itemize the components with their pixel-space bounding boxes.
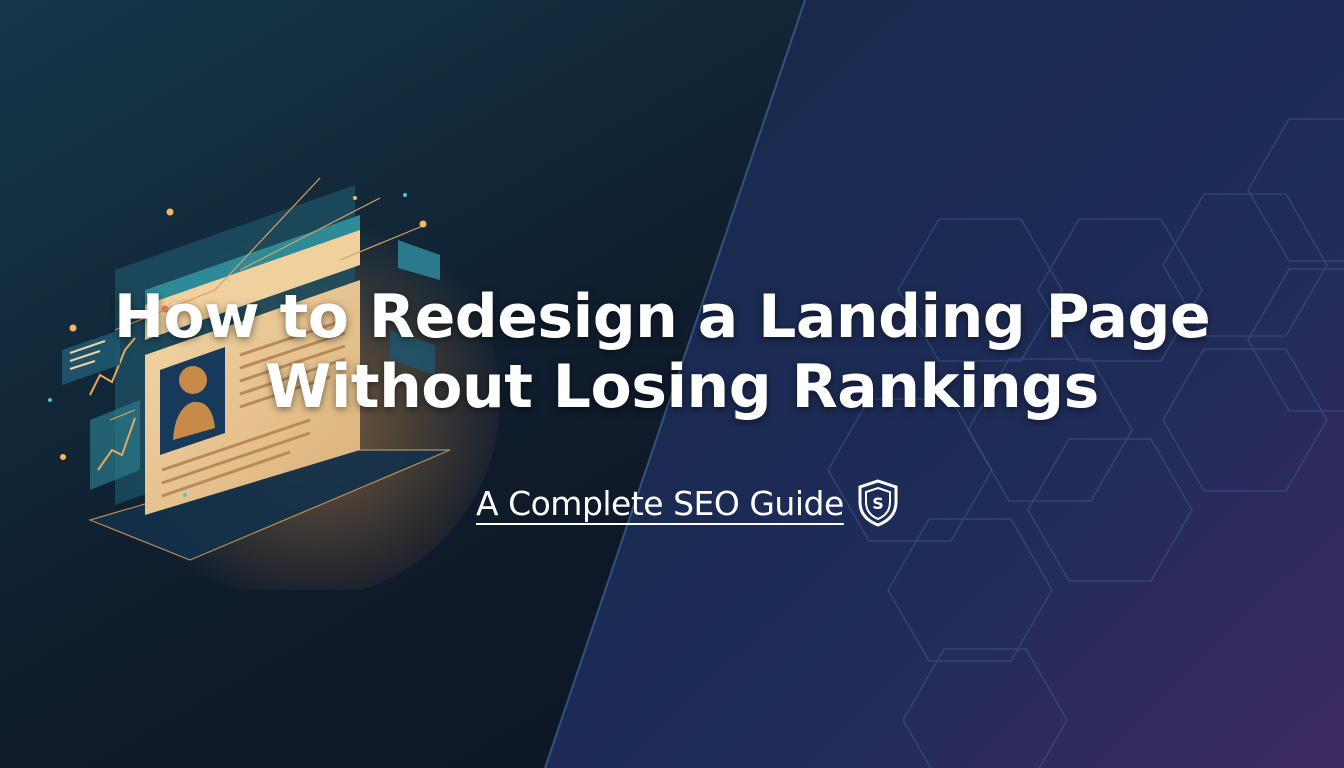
trend-arrow [89, 337, 136, 396]
hexagon-outline [967, 358, 1133, 502]
hexagon-outline [827, 398, 993, 542]
landing-page-illustration [48, 177, 500, 590]
subtitle: A Complete SEO Guide S [476, 478, 900, 528]
hexagon-outline [902, 648, 1068, 768]
title-line-1: How to Redesign a Landing Page [113, 282, 1211, 352]
hexagon-outline [897, 218, 1063, 362]
hexagon-outline [1162, 193, 1328, 337]
chart-panel [90, 400, 140, 490]
shield-dollar-icon: S [858, 479, 898, 527]
title-line-2: Without Losing Rankings [265, 352, 1099, 422]
hexagon-outline [1247, 268, 1344, 412]
browser-bar [145, 230, 360, 340]
chat-bubble [398, 240, 440, 280]
hexagon-outline [887, 518, 1053, 662]
hexagon-outline [1162, 348, 1328, 492]
hexagon-outline [1247, 118, 1344, 262]
diagonal-divider [544, 0, 806, 768]
svg-text:S: S [872, 494, 884, 513]
subtitle-text: A Complete SEO Guide [476, 483, 844, 523]
right-panel [545, 0, 1344, 768]
hexagon-pattern [827, 118, 1344, 768]
hexagon-outline [1027, 438, 1193, 582]
hexagon-outline [1037, 218, 1203, 362]
text-panel [62, 330, 120, 385]
